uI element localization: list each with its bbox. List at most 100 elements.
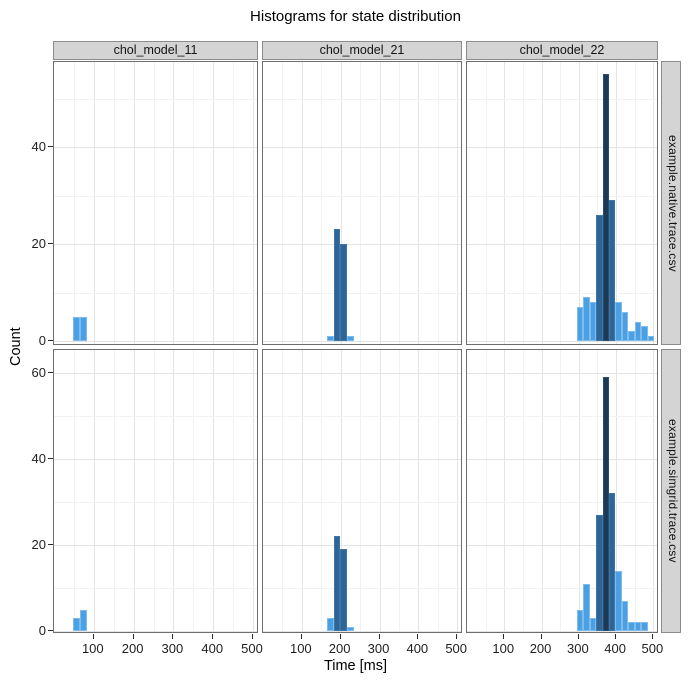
y-tick-label: 20 xyxy=(31,537,46,552)
gridline-x-minor xyxy=(193,350,195,632)
histogram-bar xyxy=(333,536,341,631)
histogram-bar xyxy=(621,600,629,631)
gridline-y-major xyxy=(263,545,461,546)
facet-strip-col-chol-model-11: chol_model_11 xyxy=(53,41,258,60)
histogram-bar xyxy=(73,316,80,341)
histogram-bar xyxy=(609,200,616,341)
histogram-bar xyxy=(583,297,590,341)
gridline-x-minor xyxy=(360,350,362,632)
gridline-y-major xyxy=(467,147,657,148)
y-tick-mark xyxy=(48,630,53,631)
x-tick-label: 100 xyxy=(81,641,104,656)
histogram-bar xyxy=(615,570,622,631)
y-tick-mark xyxy=(48,544,53,545)
gridline-x-minor xyxy=(113,62,115,344)
gridline-y-major xyxy=(54,631,257,632)
histogram-bar xyxy=(615,302,622,341)
facet-panel-example.native.trace.csv-chol_model_21 xyxy=(262,61,462,345)
gridline-x-minor xyxy=(634,350,636,632)
x-tick-mark xyxy=(503,634,505,639)
histogram-bar xyxy=(347,336,354,341)
histogram-bar xyxy=(596,514,603,631)
gridline-x-major xyxy=(173,62,175,344)
gridline-x-minor xyxy=(437,350,439,632)
histogram-bar xyxy=(602,74,610,341)
y-tick-mark xyxy=(48,458,53,459)
gridline-x-major xyxy=(418,62,420,344)
gridline-x-major xyxy=(301,350,303,632)
gridline-y-minor xyxy=(54,98,257,100)
x-tick-mark xyxy=(132,634,134,639)
x-tick-label: 300 xyxy=(161,641,184,656)
histogram-bar xyxy=(647,336,654,341)
gridline-y-major xyxy=(467,459,657,460)
gridline-y-minor xyxy=(263,195,461,197)
gridline-x-major xyxy=(133,62,135,344)
gridline-x-minor xyxy=(321,350,323,632)
gridline-y-minor xyxy=(467,502,657,503)
gridline-y-major xyxy=(54,147,257,148)
gridline-x-major xyxy=(541,350,543,632)
gridline-y-major xyxy=(467,244,657,245)
gridline-x-minor xyxy=(485,350,487,632)
facet-strip-row-simgrid-label: example.simgrid.trace.csv xyxy=(666,419,680,563)
gridline-y-minor xyxy=(263,98,461,100)
histogram-bar xyxy=(641,326,648,341)
x-tick-mark xyxy=(417,634,419,639)
gridline-y-minor xyxy=(467,416,657,417)
gridline-x-minor xyxy=(113,350,115,632)
x-tick-label: 500 xyxy=(445,641,468,656)
facet-panel-example.simgrid.trace.csv-chol_model_21 xyxy=(262,349,462,633)
gridline-x-minor xyxy=(282,350,284,632)
y-tick-mark xyxy=(48,243,53,244)
gridline-y-major xyxy=(54,373,257,374)
y-tick-label: 40 xyxy=(31,451,46,466)
histogram-bar xyxy=(634,622,642,631)
y-tick-label: 40 xyxy=(31,139,46,154)
x-axis-title: Time [ms] xyxy=(323,658,388,674)
facet-strip-col-chol-model-22: chol_model_22 xyxy=(466,41,658,60)
gridline-y-major xyxy=(467,373,657,374)
x-tick-label: 400 xyxy=(406,641,429,656)
x-tick-mark xyxy=(339,634,341,639)
histogram-bar xyxy=(596,214,603,341)
gridline-x-minor xyxy=(282,62,284,344)
x-tick-mark xyxy=(92,634,94,639)
gridline-x-major xyxy=(616,62,618,344)
histogram-bar xyxy=(340,244,348,341)
histogram-bar xyxy=(73,618,80,631)
gridline-y-major xyxy=(54,341,257,342)
x-tick-label: 300 xyxy=(367,641,390,656)
histogram-bar xyxy=(79,316,87,341)
facet-strip-row-native-label: example.native.trace.csv xyxy=(666,134,680,272)
gridline-y-minor xyxy=(54,292,257,294)
x-tick-label: 100 xyxy=(492,641,515,656)
facet-panel-example.simgrid.trace.csv-chol_model_22 xyxy=(466,349,658,633)
gridline-x-minor xyxy=(522,62,524,344)
gridline-y-major xyxy=(263,631,461,632)
facet-panel-example.native.trace.csv-chol_model_22 xyxy=(466,61,658,345)
facet-strip-row-simgrid: example.simgrid.trace.csv xyxy=(661,349,681,633)
gridline-y-minor xyxy=(467,292,657,294)
gridline-y-minor xyxy=(263,502,461,503)
gridline-x-minor xyxy=(522,350,524,632)
gridline-x-minor xyxy=(437,62,439,344)
x-tick-label: 300 xyxy=(566,641,589,656)
x-tick-mark xyxy=(378,634,380,639)
gridline-x-major xyxy=(173,350,175,632)
gridline-y-major xyxy=(467,631,657,632)
gridline-y-major xyxy=(263,459,461,460)
gridline-x-minor xyxy=(233,350,235,632)
gridline-x-major xyxy=(213,350,215,632)
gridline-y-minor xyxy=(54,195,257,197)
gridline-x-major xyxy=(616,350,618,632)
y-tick-label: 0 xyxy=(38,623,46,638)
gridline-x-major xyxy=(340,350,342,632)
x-tick-mark xyxy=(456,634,458,639)
gridline-y-major xyxy=(54,459,257,460)
histogram-bar xyxy=(621,311,629,341)
gridline-y-minor xyxy=(54,416,257,417)
gridline-y-minor xyxy=(263,292,461,294)
gridline-x-major xyxy=(504,350,506,632)
